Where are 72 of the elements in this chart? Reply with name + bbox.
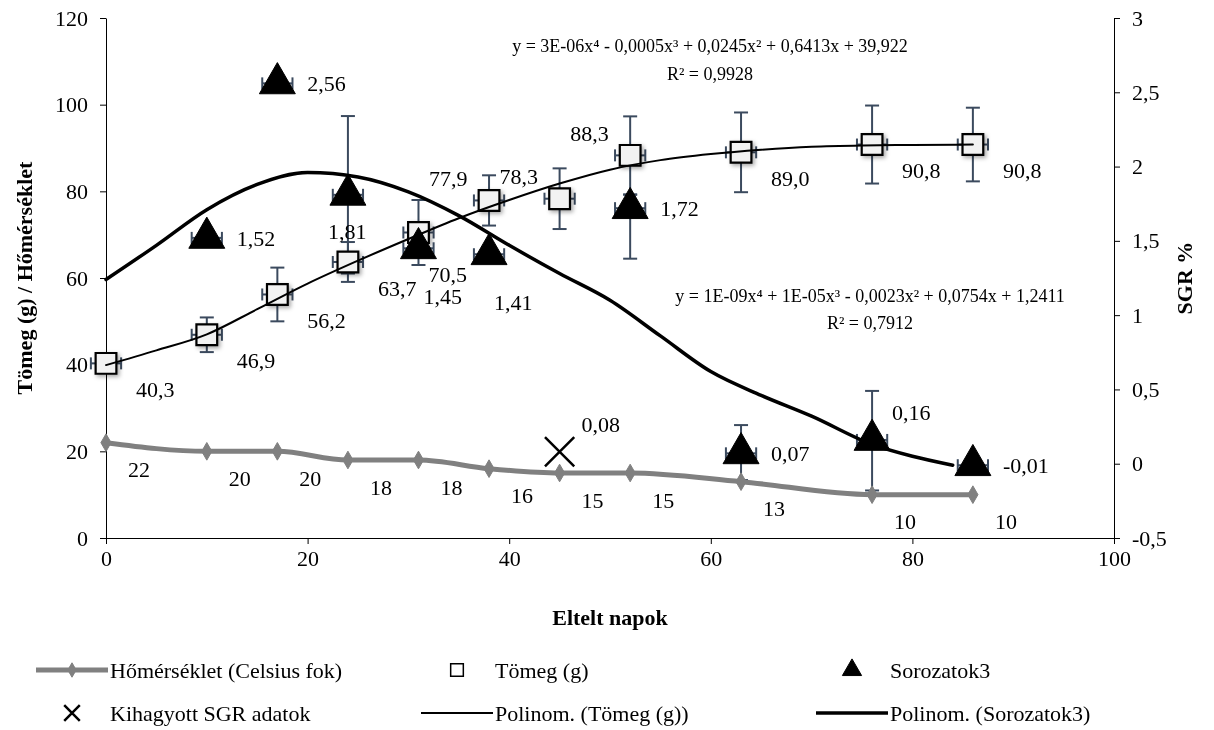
data-label: 70,5 — [428, 262, 467, 288]
y2-axis-title: SGR % — [1172, 241, 1197, 315]
y-tick-label: 60 — [66, 265, 88, 291]
point — [94, 351, 118, 375]
y2-tick-label: 1,5 — [1132, 228, 1160, 254]
annotation: y = 1E-09x⁴ + 1E-05x³ - 0,0023x² + 0,0754x + 1,2411 — [675, 286, 1065, 306]
y2-tick-label: 2,5 — [1132, 79, 1160, 105]
y2-tick-label: 3 — [1132, 5, 1143, 31]
point — [265, 283, 289, 306]
data-label: 16 — [511, 483, 534, 509]
y2-tick-label: 2 — [1132, 154, 1143, 180]
data-label: 56,2 — [307, 308, 346, 334]
data-label: 90,8 — [1002, 158, 1042, 184]
point — [729, 140, 753, 164]
legend-label: Sorozatok3 — [890, 657, 991, 683]
data-label: 2,56 — [307, 71, 346, 97]
x-tick-label: 80 — [901, 545, 924, 571]
legend-label: Polinom. (Tömeg (g)) — [495, 700, 689, 726]
x-tick-label: 0 — [101, 545, 112, 571]
x-axis-title: Eltelt napok — [552, 605, 669, 630]
y2-tick-label: 0,5 — [1132, 376, 1160, 402]
legend-label: Kihagyott SGR adatok — [110, 700, 311, 726]
data-label: 1,41 — [494, 289, 533, 315]
annotation: R² = 0,7912 — [826, 313, 914, 333]
y-tick-label: 100 — [55, 92, 88, 118]
x-tick-label: 100 — [1098, 545, 1131, 571]
data-label: 1,52 — [236, 225, 276, 251]
y2-tick-label: 0 — [1132, 451, 1143, 477]
y-tick-label: 0 — [77, 525, 88, 551]
point — [477, 188, 501, 212]
data-label: 63,7 — [377, 275, 417, 301]
data-label: 40,3 — [136, 377, 175, 403]
annotation: y = 3E-06x⁴ - 0,0005x³ + 0,0245x² + 0,6413x + 39,922 — [512, 36, 908, 56]
data-label: 18 — [440, 474, 463, 500]
data-label: 1,72 — [660, 195, 699, 221]
data-label: 20 — [299, 466, 322, 492]
point — [548, 187, 572, 211]
data-label: 78,3 — [499, 164, 539, 190]
data-label: 0,07 — [771, 441, 810, 467]
legend-label: Polinom. (Sorozatok3) — [890, 700, 1091, 726]
point — [961, 133, 985, 156]
data-label: 15 — [652, 487, 675, 513]
data-label: 46,9 — [236, 348, 276, 374]
x-tick-label: 60 — [700, 545, 723, 571]
y-tick-label: 40 — [66, 352, 88, 378]
data-label: 10 — [994, 509, 1017, 535]
data-label: 15 — [581, 487, 604, 513]
data-label: 22 — [128, 457, 150, 483]
legend-label: Hőmérséklet (Celsius fok) — [110, 657, 343, 683]
data-label: 0,16 — [892, 399, 931, 425]
data-label: 18 — [369, 474, 392, 500]
data-label: 20 — [228, 466, 251, 492]
y2-tick-label: 1 — [1132, 302, 1143, 328]
y-tick-label: 120 — [55, 5, 88, 31]
y-tick-label: 80 — [66, 178, 88, 204]
x-tick-label: 40 — [498, 545, 521, 571]
data-label: 88,3 — [570, 121, 609, 147]
y2-tick-label: -0,5 — [1132, 525, 1167, 551]
x-tick-label: 20 — [297, 545, 320, 571]
point — [860, 133, 884, 156]
y-axis-title: Tömeg (g) / Hőmérséklet — [12, 160, 37, 395]
annotation: R² = 0,9928 — [666, 64, 754, 84]
data-label: 89,0 — [771, 166, 810, 192]
data-label: 0,08 — [581, 411, 621, 437]
y-tick-label: 20 — [66, 438, 88, 464]
legend-label: Tömeg (g) — [495, 657, 589, 683]
data-label: -0,01 — [1002, 452, 1049, 478]
data-label: 10 — [894, 509, 917, 535]
data-label: 13 — [763, 496, 786, 522]
data-label: 90,8 — [902, 158, 941, 184]
data-label: 77,9 — [429, 166, 468, 192]
point — [618, 143, 642, 167]
